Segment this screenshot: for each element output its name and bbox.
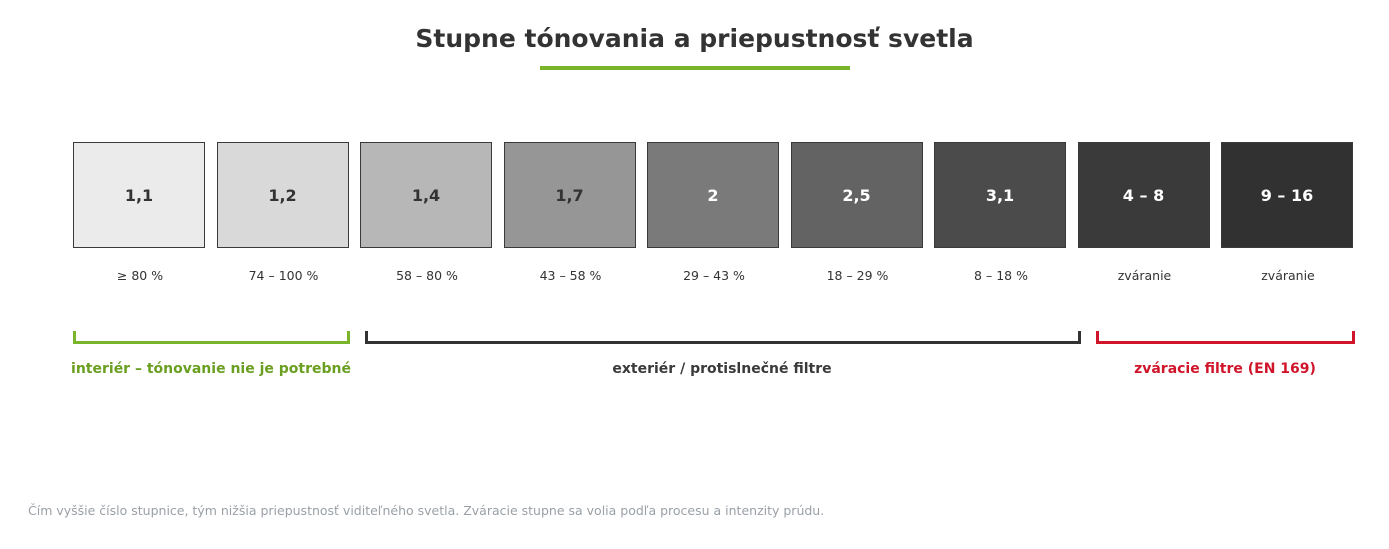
- shade-swatch: 2: [647, 142, 779, 248]
- transmission-label: 74 – 100 %: [248, 268, 319, 283]
- shade-grade-item: 1,7 43 – 58 %: [503, 142, 638, 283]
- title-underline: [540, 66, 850, 70]
- shade-grade-item: 1,1 ≥ 80 %: [73, 142, 207, 283]
- shade-swatch: 1,1: [73, 142, 205, 248]
- transmission-label: 43 – 58 %: [539, 268, 602, 283]
- transmission-label: 8 – 18 %: [974, 268, 1028, 283]
- shade-grade-item: 9 – 16 zváranie: [1221, 142, 1355, 283]
- transmission-label: 18 – 29 %: [826, 268, 889, 283]
- page-title: Stupne tónovania a priepustnosť svetla: [415, 24, 974, 53]
- shade-swatch: 3,1: [934, 142, 1066, 248]
- transmission-label: 58 – 80 %: [396, 268, 458, 283]
- transmission-label: ≥ 80 %: [116, 268, 164, 283]
- shade-grade-item: 3,1 8 – 18 %: [934, 142, 1068, 283]
- footnote: Čím vyššie číslo stupnice, tým nižšia pr…: [28, 503, 825, 518]
- shade-grade-item: 1,4 58 – 80 %: [360, 142, 494, 283]
- shade-swatch: 1,4: [360, 142, 492, 248]
- transmission-label: zváranie: [1261, 268, 1315, 283]
- shade-grade-item: 2,5 18 – 29 %: [790, 142, 925, 283]
- interior-group-bracket: [73, 331, 350, 344]
- transmission-label: zváranie: [1117, 268, 1172, 283]
- shade-grade-item: 4 – 8 zváranie: [1077, 142, 1212, 283]
- welding-group-bracket: [1096, 331, 1355, 344]
- exterior-group-bracket: [365, 331, 1081, 344]
- shade-swatch: 4 – 8: [1077, 142, 1210, 248]
- welding-group-label: zváracie filtre (EN 169): [1134, 361, 1316, 377]
- shade-grade-item: 2 29 – 43 %: [647, 142, 781, 283]
- exterior-group-label: exteriér / protislnečné filtre: [612, 361, 832, 377]
- shade-swatch: 2,5: [790, 142, 923, 248]
- shade-swatch: 1,7: [503, 142, 636, 248]
- shade-swatch: 9 – 16: [1221, 142, 1353, 248]
- transmission-label: 29 – 43 %: [683, 268, 745, 283]
- shade-grade-item: 1,2 74 – 100 %: [216, 142, 351, 283]
- interior-group-label: interiér – tónovanie nie je potrebné: [71, 361, 351, 377]
- shade-swatch: 1,2: [216, 142, 349, 248]
